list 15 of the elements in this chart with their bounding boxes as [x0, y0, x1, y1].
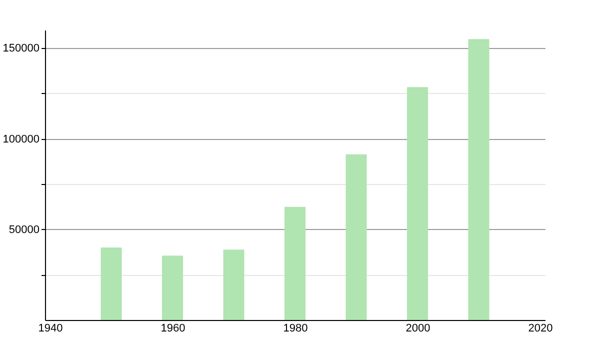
y-tick-label: 100000 — [2, 133, 40, 146]
x-tick-label: 1940 — [38, 322, 63, 334]
bar — [162, 256, 183, 320]
bar — [100, 248, 122, 320]
bar — [468, 39, 490, 320]
x-tick-label: 2000 — [406, 322, 430, 334]
x-tick-label: 1960 — [160, 322, 186, 334]
y-tick-label: 150000 — [2, 42, 40, 55]
bar — [223, 250, 244, 320]
bar — [284, 206, 306, 320]
x-tick-label: 1980 — [283, 322, 308, 334]
bar — [407, 87, 428, 320]
x-tick-label: 2020 — [528, 322, 553, 334]
y-tick-label: 50000 — [8, 224, 40, 236]
bar — [346, 154, 367, 320]
